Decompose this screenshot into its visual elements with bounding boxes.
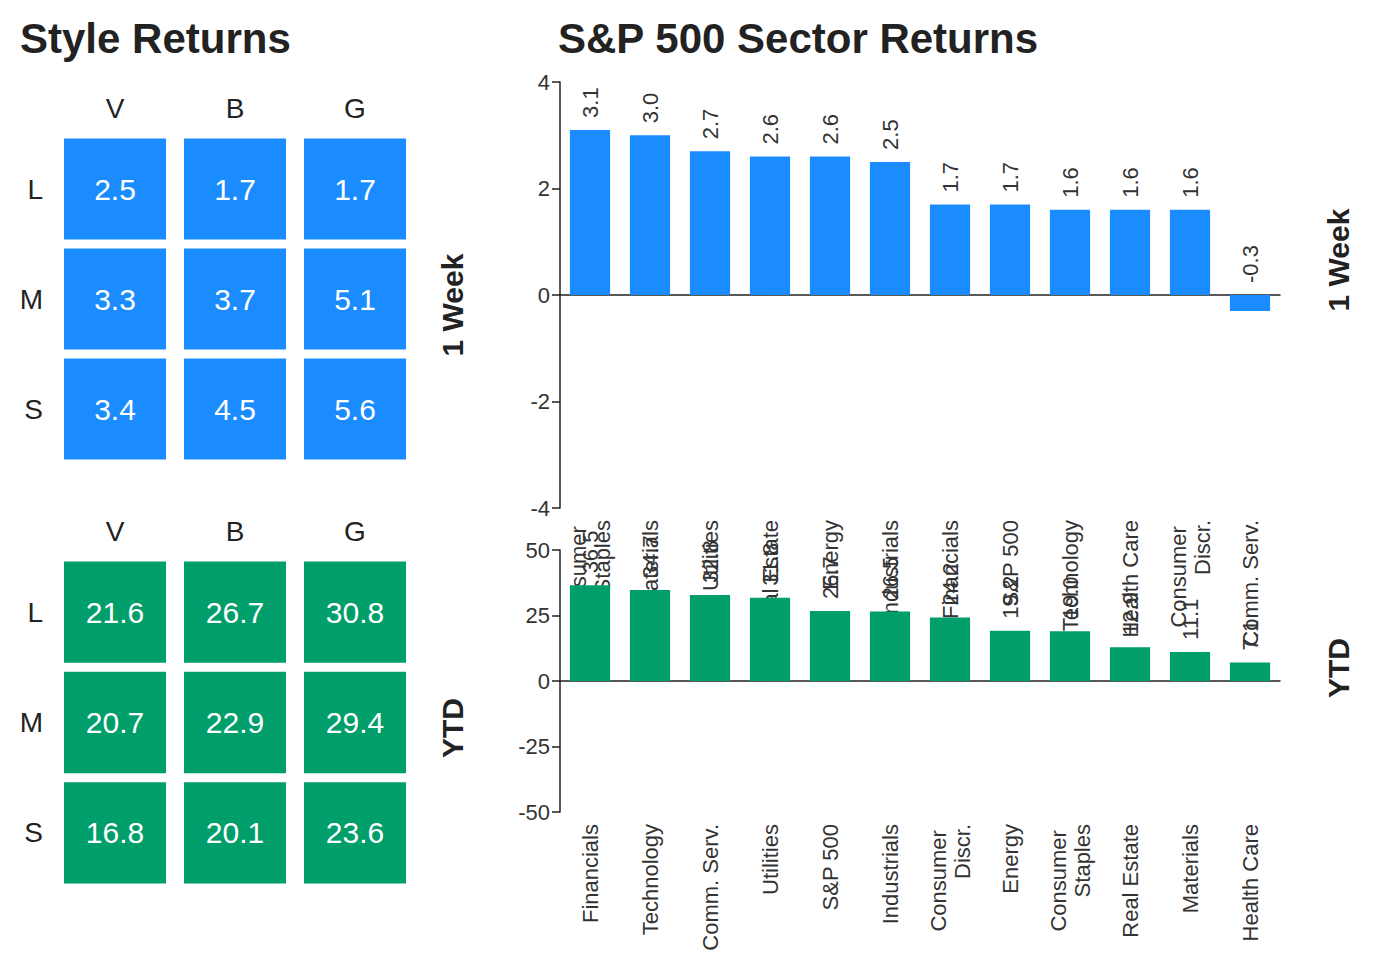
svg-text:5.6: 5.6: [334, 393, 376, 426]
svg-text:-2: -2: [530, 389, 550, 414]
svg-text:16.8: 16.8: [86, 816, 144, 849]
svg-text:S&P 500: S&P 500: [818, 824, 843, 910]
svg-text:1.7: 1.7: [938, 162, 963, 193]
svg-text:Consumer: Consumer: [1046, 824, 1071, 932]
svg-text:Consumer: Consumer: [926, 824, 951, 932]
svg-text:50: 50: [526, 538, 550, 563]
svg-text:-25: -25: [518, 734, 550, 759]
svg-text:Materials: Materials: [1178, 824, 1203, 913]
svg-text:3.3: 3.3: [94, 283, 136, 316]
svg-text:1 Week: 1 Week: [436, 253, 469, 356]
svg-text:5.1: 5.1: [334, 283, 376, 316]
svg-text:Real Estate: Real Estate: [757, 520, 783, 634]
svg-text:1.7: 1.7: [334, 173, 376, 206]
svg-text:12.9: 12.9: [1118, 592, 1143, 635]
svg-text:26.7: 26.7: [818, 556, 843, 599]
svg-text:G: G: [344, 93, 366, 124]
svg-text:2.5: 2.5: [94, 173, 136, 206]
svg-text:30.8: 30.8: [326, 596, 384, 629]
svg-text:2.5: 2.5: [878, 119, 903, 150]
svg-text:YTD: YTD: [1322, 638, 1355, 698]
svg-text:3.7: 3.7: [214, 283, 256, 316]
svg-text:Materials: Materials: [637, 520, 663, 610]
svg-text:1.6: 1.6: [1118, 167, 1143, 198]
svg-text:Real Estate: Real Estate: [1118, 824, 1143, 938]
svg-text:YTD: YTD: [436, 698, 469, 758]
svg-text:-0.3: -0.3: [1238, 245, 1263, 283]
svg-text:4: 4: [538, 70, 550, 95]
svg-text:1.7: 1.7: [214, 173, 256, 206]
svg-text:B: B: [226, 93, 245, 124]
svg-text:1.6: 1.6: [1058, 167, 1083, 198]
svg-text:Consumer: Consumer: [1165, 520, 1191, 628]
svg-text:L: L: [27, 597, 43, 628]
svg-text:4.5: 4.5: [214, 393, 256, 426]
svg-text:Health Care: Health Care: [1238, 824, 1263, 941]
svg-text:Energy: Energy: [817, 520, 843, 590]
svg-text:M: M: [20, 284, 43, 315]
svg-text:G: G: [344, 516, 366, 547]
svg-text:B: B: [226, 516, 245, 547]
svg-text:S&P 500 Sector Returns: S&P 500 Sector Returns: [558, 15, 1038, 62]
svg-text:36.5: 36.5: [578, 531, 603, 574]
svg-text:M: M: [20, 707, 43, 738]
svg-text:Discr.: Discr.: [1190, 520, 1215, 575]
svg-text:26.5: 26.5: [878, 557, 903, 600]
svg-text:2.6: 2.6: [818, 114, 843, 145]
svg-text:2.7: 2.7: [698, 109, 723, 140]
svg-text:Comm. Serv.: Comm. Serv.: [698, 824, 723, 951]
svg-text:Industrials: Industrials: [878, 824, 903, 924]
svg-text:25: 25: [526, 603, 550, 628]
svg-text:1.6: 1.6: [1178, 167, 1203, 198]
svg-text:S: S: [24, 394, 43, 425]
svg-text:Utilities: Utilities: [758, 824, 783, 895]
svg-text:-4: -4: [530, 496, 550, 521]
svg-text:V: V: [106, 516, 125, 547]
svg-text:-50: -50: [518, 800, 550, 825]
svg-text:21.6: 21.6: [86, 596, 144, 629]
svg-text:Comm. Serv.: Comm. Serv.: [1237, 520, 1263, 647]
svg-text:7.1: 7.1: [1238, 620, 1263, 651]
svg-text:20.7: 20.7: [86, 706, 144, 739]
svg-text:V: V: [106, 93, 125, 124]
svg-text:Financials: Financials: [578, 824, 603, 923]
svg-text:26.7: 26.7: [206, 596, 264, 629]
svg-text:1 Week: 1 Week: [1322, 208, 1355, 311]
svg-text:Energy: Energy: [998, 824, 1023, 894]
svg-text:19.0: 19.0: [1058, 576, 1083, 619]
svg-text:Style Returns: Style Returns: [20, 15, 291, 62]
svg-text:3.4: 3.4: [94, 393, 136, 426]
svg-text:11.1: 11.1: [1178, 599, 1203, 640]
svg-text:Staples: Staples: [1070, 824, 1095, 897]
svg-text:32.8: 32.8: [698, 540, 723, 583]
svg-text:Technology: Technology: [638, 824, 663, 935]
svg-text:Utilities: Utilities: [698, 520, 723, 591]
svg-text:Discr.: Discr.: [950, 824, 975, 879]
svg-text:24.2: 24.2: [938, 563, 963, 606]
svg-text:1.7: 1.7: [998, 162, 1023, 193]
svg-text:23.6: 23.6: [326, 816, 384, 849]
svg-text:Industrials: Industrials: [878, 520, 903, 620]
svg-text:19.2: 19.2: [998, 576, 1023, 619]
svg-text:2.6: 2.6: [758, 114, 783, 145]
svg-text:L: L: [27, 174, 43, 205]
svg-text:S: S: [24, 817, 43, 848]
svg-text:S&P 500: S&P 500: [997, 520, 1023, 607]
svg-text:29.4: 29.4: [326, 706, 384, 739]
svg-text:31.8: 31.8: [758, 543, 783, 586]
svg-text:34.7: 34.7: [638, 535, 663, 578]
svg-text:Financials: Financials: [938, 520, 963, 619]
svg-text:22.9: 22.9: [206, 706, 264, 739]
svg-text:2: 2: [538, 176, 550, 201]
svg-text:20.1: 20.1: [206, 816, 264, 849]
svg-text:Health Care: Health Care: [1118, 520, 1143, 637]
svg-text:3.0: 3.0: [638, 93, 663, 124]
svg-text:0: 0: [538, 669, 550, 694]
svg-text:0: 0: [538, 283, 550, 308]
svg-text:3.1: 3.1: [578, 87, 603, 118]
svg-text:Technology: Technology: [1058, 520, 1083, 631]
